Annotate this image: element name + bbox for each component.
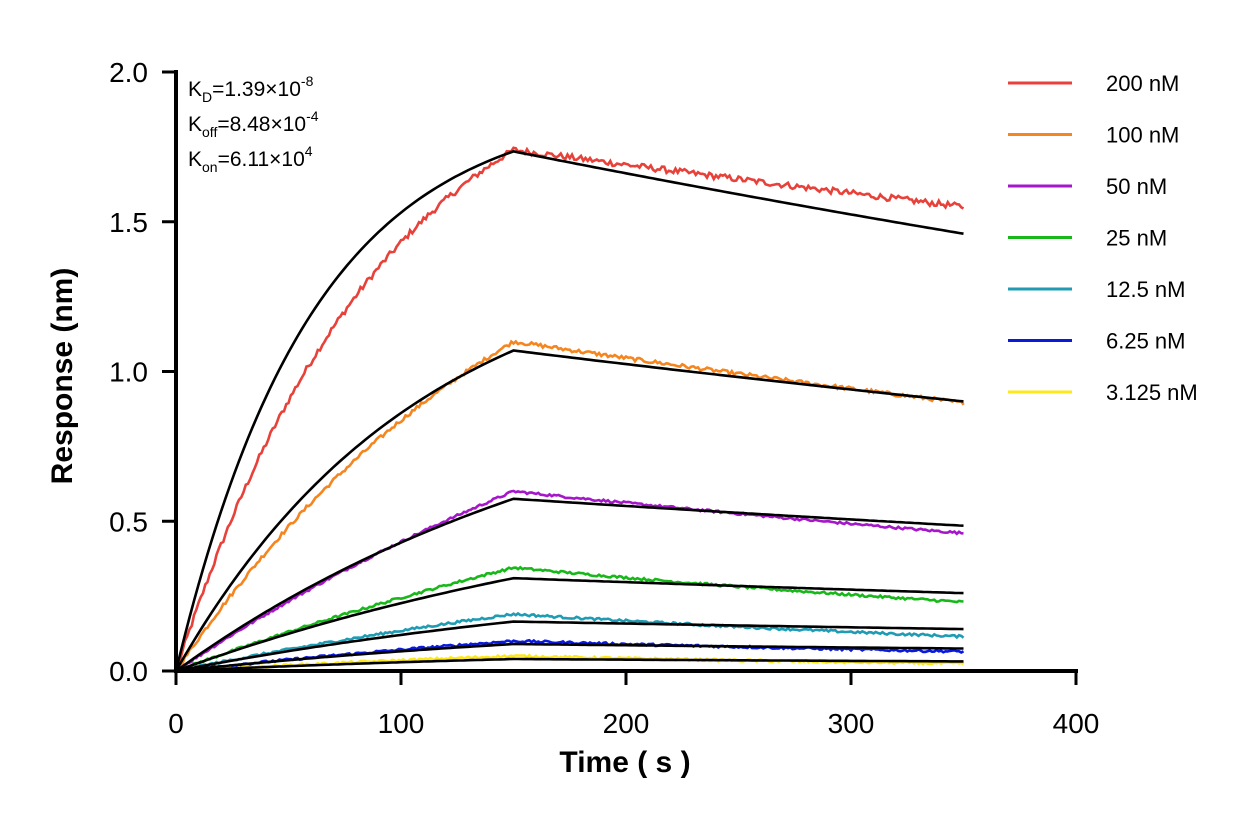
observed-curve-200-nM — [174, 146, 965, 672]
fit-curve-200-nM — [174, 150, 964, 672]
observed-curve-50-nM — [175, 489, 964, 673]
legend: 200 nM 100 nM 50 nM 25 nM 12.5 nM 6.25 nM 3.12… — [1008, 71, 1198, 405]
observed-curve-25-nM — [176, 565, 964, 673]
kon-annotation: Kon=6.11×104 — [188, 143, 313, 175]
legend-label: 50 nM — [1106, 174, 1167, 199]
legend-label: 100 nM — [1106, 123, 1179, 148]
fit-curve-25-nM — [175, 576, 964, 673]
fit-curve-50-nM — [175, 497, 964, 673]
x-tick-label: 0 — [168, 708, 184, 739]
koff-annotation: Koff=8.48×10-4 — [188, 108, 319, 140]
x-tick-label: 300 — [828, 708, 875, 739]
y-axis-title: Response (nm) — [46, 268, 79, 485]
y-tick-label: 2.0 — [109, 57, 148, 88]
legend-label: 200 nM — [1106, 71, 1179, 96]
x-tick-label: 100 — [378, 708, 425, 739]
y-tick-label: 0.5 — [109, 506, 148, 537]
y-tick-label: 0.0 — [109, 656, 148, 687]
axis-ticks: 0 100 200 300 400 0.0 0.5 1.0 1.5 2.0 — [109, 57, 1099, 739]
x-tick-label: 200 — [603, 708, 650, 739]
fit-curve-100-nM — [174, 349, 964, 672]
y-tick-label: 1.5 — [109, 207, 148, 238]
legend-label: 6.25 nM — [1106, 329, 1186, 354]
kinetic-constants-annotation: KD=1.39×10-8 Koff=8.48×10-4 Kon=6.11×104 — [188, 73, 319, 175]
legend-label: 3.125 nM — [1106, 380, 1198, 405]
x-axis-title: Time ( s ) — [559, 746, 690, 779]
observed-curve-12-5-nM — [175, 611, 965, 673]
legend-label: 25 nM — [1106, 226, 1167, 251]
y-tick-label: 1.0 — [109, 357, 148, 388]
plot-area — [174, 146, 965, 673]
fit-curve-3-125-nM — [175, 657, 964, 673]
fit-curve-12-5-nM — [175, 620, 964, 673]
x-tick-label: 400 — [1053, 708, 1100, 739]
fit-curve-6-25-nM — [175, 642, 964, 673]
kd-annotation: KD=1.39×10-8 — [188, 73, 314, 105]
legend-label: 12.5 nM — [1106, 277, 1186, 302]
